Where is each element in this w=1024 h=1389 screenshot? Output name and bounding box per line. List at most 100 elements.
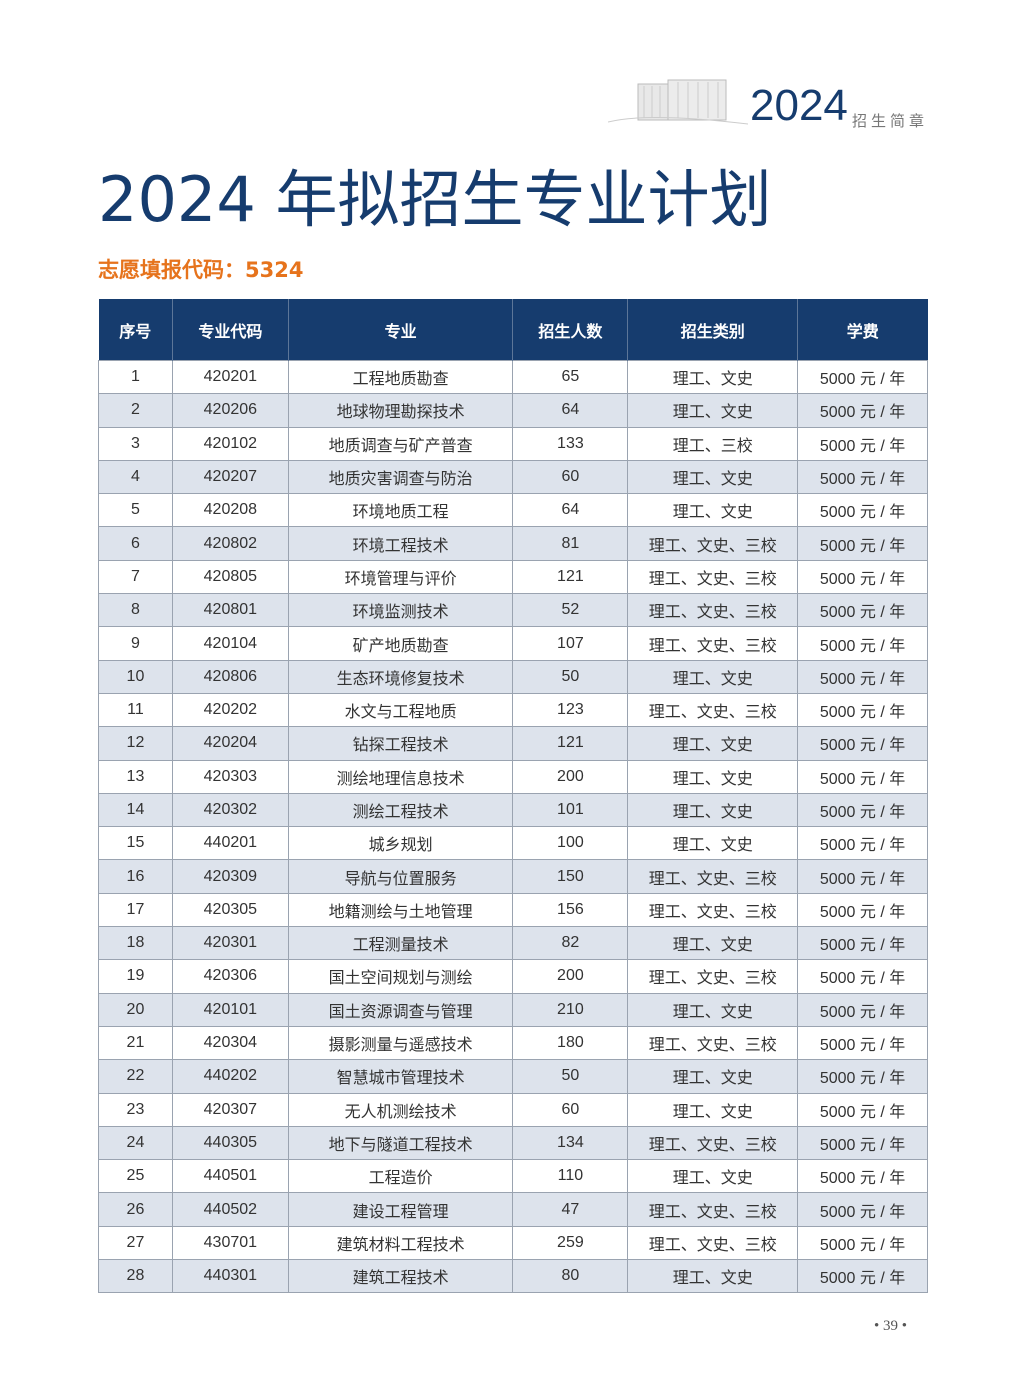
table-cell: 420206 — [171, 393, 289, 428]
table-cell: 理工、文史 — [627, 1059, 799, 1094]
table-cell: 建设工程管理 — [287, 1192, 514, 1227]
table-cell: 5000 元 / 年 — [797, 1225, 928, 1261]
table-row: 14 420302 测绘工程技术 101 理工、文史 5000 元 / 年 — [98, 792, 928, 828]
column-header: 招生类别 — [627, 299, 798, 361]
table-cell: 环境工程技术 — [287, 526, 514, 561]
enrollment-plan-table: 序号 专业代码 专业 招生人数 招生类别 学费 1 420201 工程地质勘查 65 理工、文史 5… — [98, 299, 928, 1294]
table-cell: 107 — [512, 626, 629, 661]
table-cell: 理工、文史、三校 — [627, 1125, 799, 1161]
table-row: 16 420309 导航与位置服务 150 理工、文史、三校 5000 元 / 年 — [98, 859, 928, 894]
table-cell: 210 — [512, 992, 629, 1027]
table-cell: 理工、文史 — [627, 1092, 799, 1127]
table-cell: 理工、三校 — [627, 426, 799, 461]
table-cell: 地下与隧道工程技术 — [287, 1125, 514, 1161]
table-cell: 133 — [512, 426, 629, 461]
table-cell: 城乡规划 — [287, 826, 514, 861]
table-row: 4 420207 地质灾害调查与防治 60 理工、文史 5000 元 / 年 — [98, 459, 928, 495]
table-cell: 60 — [512, 1092, 629, 1127]
table-row: 12 420204 钻探工程技术 121 理工、文史 5000 元 / 年 — [98, 726, 928, 761]
table-row: 24 440305 地下与隧道工程技术 134 理工、文史、三校 5000 元 / 年 — [98, 1125, 928, 1161]
table-cell: 19 — [98, 959, 173, 994]
table-cell: 5000 元 / 年 — [797, 759, 928, 794]
table-cell: 81 — [512, 526, 629, 561]
table-cell: 理工、文史 — [627, 493, 799, 528]
table-cell: 导航与位置服务 — [287, 859, 514, 894]
table-cell: 理工、文史、三校 — [627, 1025, 799, 1061]
table-row: 18 420301 工程测量技术 82 理工、文史 5000 元 / 年 — [98, 926, 928, 961]
table-cell: 420104 — [171, 626, 289, 661]
table-cell: 420304 — [171, 1025, 289, 1061]
table-row: 22 440202 智慧城市管理技术 50 理工、文史 5000 元 / 年 — [98, 1059, 928, 1094]
table-cell: 理工、文史、三校 — [627, 892, 799, 928]
table-cell: 理工、文史 — [627, 826, 799, 861]
table-row: 6 420802 环境工程技术 81 理工、文史、三校 5000 元 / 年 — [98, 526, 928, 561]
table-cell: 420309 — [171, 859, 289, 894]
table-cell: 矿产地质勘查 — [287, 626, 514, 661]
table-row: 10 420806 生态环境修复技术 50 理工、文史 5000 元 / 年 — [98, 659, 928, 694]
table-cell: 82 — [512, 926, 629, 961]
table-cell: 5000 元 / 年 — [797, 1259, 928, 1294]
table-cell: 5000 元 / 年 — [797, 559, 928, 595]
table-cell: 理工、文史、三校 — [627, 526, 799, 561]
table-cell: 9 — [98, 626, 173, 661]
table-cell: 环境地质工程 — [287, 493, 514, 528]
table-cell: 440301 — [171, 1259, 289, 1294]
header-year: 2024 — [750, 81, 848, 130]
table-cell: 420802 — [171, 526, 289, 561]
table-row: 5 420208 环境地质工程 64 理工、文史 5000 元 / 年 — [98, 493, 928, 528]
table-cell: 理工、文史 — [627, 393, 799, 428]
table-cell: 420301 — [171, 926, 289, 961]
table-row: 26 440502 建设工程管理 47 理工、文史、三校 5000 元 / 年 — [98, 1192, 928, 1227]
table-cell: 理工、文史、三校 — [627, 692, 799, 728]
table-cell: 5000 元 / 年 — [797, 959, 928, 994]
table-cell: 28 — [98, 1259, 173, 1294]
table-cell: 5000 元 / 年 — [797, 1025, 928, 1061]
table-cell: 工程地质勘查 — [287, 359, 514, 395]
table-cell: 440201 — [171, 826, 289, 861]
table-cell: 理工、文史、三校 — [627, 1225, 799, 1261]
table-cell: 4 — [98, 459, 173, 495]
table-cell: 156 — [512, 892, 629, 928]
table-cell: 理工、文史、三校 — [627, 559, 799, 595]
table-cell: 15 — [98, 826, 173, 861]
table-cell: 440502 — [171, 1192, 289, 1227]
table-cell: 121 — [512, 726, 629, 761]
table-cell: 5000 元 / 年 — [797, 459, 928, 495]
column-header: 专业 — [287, 299, 513, 361]
table-cell: 理工、文史 — [627, 659, 799, 694]
table-row: 11 420202 水文与工程地质 123 理工、文史、三校 5000 元 / 年 — [98, 692, 928, 728]
table-cell: 22 — [98, 1059, 173, 1094]
table-cell: 环境管理与评价 — [287, 559, 514, 595]
table-row: 20 420101 国土资源调查与管理 210 理工、文史 5000 元 / 年 — [98, 992, 928, 1027]
table-cell: 测绘工程技术 — [287, 792, 514, 828]
table-row: 17 420305 地籍测绘与土地管理 156 理工、文史、三校 5000 元 / 年 — [98, 892, 928, 928]
table-cell: 5000 元 / 年 — [797, 859, 928, 894]
page-number: • 39 • — [874, 1318, 908, 1334]
table-cell: 420307 — [171, 1092, 289, 1127]
table-cell: 5000 元 / 年 — [797, 593, 928, 628]
table-cell: 50 — [512, 1059, 629, 1094]
table-cell: 5000 元 / 年 — [797, 726, 928, 761]
table-cell: 国土空间规划与测绘 — [287, 959, 514, 994]
table-cell: 国土资源调查与管理 — [287, 992, 514, 1027]
page-title: 2024 年拟招生专业计划 — [98, 163, 772, 236]
table-cell: 理工、文史 — [627, 459, 799, 495]
table-cell: 420204 — [171, 726, 289, 761]
table-cell: 理工、文史、三校 — [627, 959, 799, 994]
column-header: 序号 — [98, 299, 173, 361]
table-cell: 5000 元 / 年 — [797, 792, 928, 828]
table-row: 25 440501 工程造价 110 理工、文史 5000 元 / 年 — [98, 1159, 928, 1194]
table-cell: 工程造价 — [287, 1159, 514, 1194]
table-cell: 5000 元 / 年 — [797, 892, 928, 928]
table-cell: 理工、文史 — [627, 792, 799, 828]
table-cell: 27 — [98, 1225, 173, 1261]
table-cell: 5000 元 / 年 — [797, 526, 928, 561]
column-header: 招生人数 — [512, 299, 628, 361]
table-cell: 5000 元 / 年 — [797, 926, 928, 961]
table-cell: 420208 — [171, 493, 289, 528]
table-cell: 420303 — [171, 759, 289, 794]
table-cell: 18 — [98, 926, 173, 961]
campus-building-illustration — [608, 79, 748, 125]
table-cell: 25 — [98, 1159, 173, 1194]
